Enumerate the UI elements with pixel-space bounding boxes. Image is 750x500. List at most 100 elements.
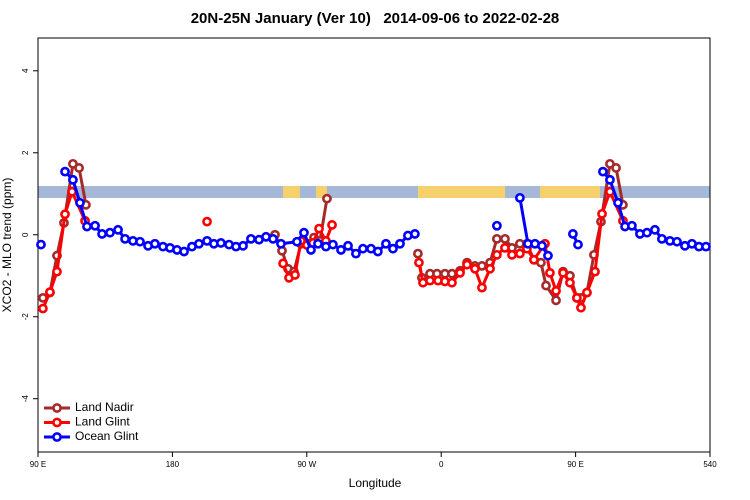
y-tick-label: 2 — [21, 150, 30, 155]
data-point — [292, 236, 302, 247]
data-point — [202, 216, 212, 227]
data-point — [276, 238, 286, 249]
data-point — [395, 238, 405, 249]
data-point — [657, 233, 667, 244]
data-point — [492, 220, 502, 231]
data-point — [447, 277, 457, 288]
data-point — [582, 287, 592, 298]
data-point — [492, 233, 502, 244]
data-point — [477, 282, 487, 293]
data-point — [611, 163, 621, 173]
data-point — [38, 303, 48, 314]
data-point — [68, 174, 78, 185]
data-point — [238, 240, 248, 251]
y-tick-label: -4 — [21, 395, 30, 403]
data-point — [447, 268, 457, 279]
data-point — [82, 221, 92, 232]
data-point — [343, 240, 353, 251]
data-point — [572, 292, 582, 303]
data-point — [290, 270, 300, 280]
data-point — [598, 166, 608, 177]
data-point — [529, 254, 539, 265]
data-point — [485, 263, 495, 274]
data-point — [455, 267, 465, 278]
data-point — [613, 197, 623, 208]
data-point — [558, 267, 568, 278]
data-point — [194, 238, 204, 249]
data-point — [492, 249, 502, 260]
data-point — [36, 239, 46, 250]
data-point — [45, 287, 55, 298]
data-point — [551, 286, 561, 296]
x-axis-title: Longitude — [349, 476, 402, 490]
data-point — [120, 233, 130, 244]
data-point — [388, 243, 398, 254]
data-point — [545, 267, 555, 278]
data-point — [299, 227, 309, 238]
data-point — [590, 266, 600, 277]
data-point — [97, 229, 107, 239]
data-point — [537, 240, 547, 251]
data-point — [75, 197, 85, 208]
data-point — [551, 295, 561, 306]
data-point — [314, 223, 324, 234]
data-point — [74, 163, 84, 173]
data-point — [565, 277, 575, 288]
data-point — [336, 245, 346, 255]
legend-label: Ocean Glint — [75, 429, 139, 443]
data-point — [605, 174, 615, 185]
x-tick-label: 90 E — [567, 460, 583, 469]
data-point — [135, 236, 145, 247]
data-point — [425, 275, 435, 286]
data-point — [179, 246, 189, 257]
data-point — [541, 280, 551, 291]
data-point — [414, 257, 424, 268]
data-point — [672, 236, 682, 247]
data-point — [514, 248, 525, 259]
data-point — [358, 243, 368, 254]
y-tick-label: 0 — [21, 232, 30, 237]
legend-label: Land Nadir — [75, 400, 134, 414]
data-point — [216, 238, 226, 248]
data-point — [470, 263, 480, 274]
data-point — [507, 249, 517, 260]
data-point — [372, 246, 383, 257]
data-point — [701, 241, 711, 252]
data-point — [573, 239, 583, 250]
legend-marker — [52, 432, 62, 442]
data-point — [597, 208, 607, 219]
data-point — [351, 248, 361, 259]
data-point — [246, 233, 256, 244]
data-point — [413, 248, 423, 259]
y-tick-label: 4 — [21, 68, 30, 73]
data-point — [410, 229, 420, 239]
data-point — [150, 238, 160, 249]
data-point — [500, 242, 510, 253]
data-point — [381, 238, 391, 249]
data-point — [52, 266, 62, 277]
data-point — [568, 229, 578, 239]
data-point — [543, 250, 553, 261]
data-point — [60, 166, 70, 177]
chart-title: 20N-25N January (Ver 10) 2014-09-06 to 2… — [191, 10, 560, 27]
data-point — [649, 224, 660, 235]
data-point — [268, 233, 278, 244]
x-tick-label: 90 W — [297, 460, 316, 469]
data-point — [327, 220, 337, 230]
x-tick-label: 90 E — [30, 460, 46, 469]
data-point — [500, 233, 510, 244]
series-line — [42, 161, 88, 300]
data-point — [642, 227, 652, 238]
data-point — [576, 302, 586, 313]
x-tick-label: 180 — [166, 460, 180, 469]
data-point — [113, 224, 123, 235]
data-point — [626, 220, 637, 231]
x-tick-label: 540 — [703, 460, 717, 469]
data-point — [514, 192, 525, 203]
data-point — [313, 238, 323, 249]
y-axis-title: XCO2 - MLO trend (ppm) — [0, 178, 14, 313]
data-point — [462, 259, 472, 270]
data-point — [322, 193, 332, 204]
data-point — [306, 245, 316, 255]
